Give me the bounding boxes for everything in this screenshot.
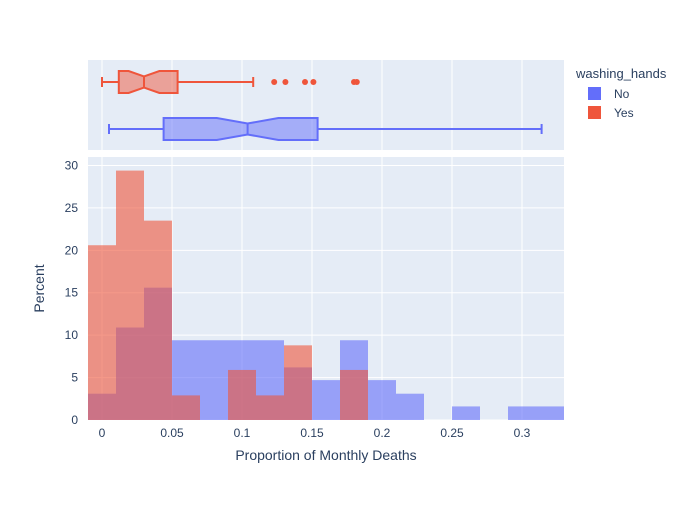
histogram-bar-yes xyxy=(172,395,200,420)
legend-label-yes: Yes xyxy=(614,106,634,120)
histogram-bar-yes xyxy=(228,369,256,420)
legend-swatch-yes xyxy=(588,106,601,119)
histogram-bar-yes xyxy=(144,220,172,420)
histogram-bar-yes xyxy=(284,345,312,420)
histogram-bar-yes xyxy=(256,395,284,420)
x-tick-label: 0.25 xyxy=(440,426,464,440)
y-tick-label: 0 xyxy=(71,413,78,427)
box-outlier-yes xyxy=(271,79,278,85)
y-tick-label: 25 xyxy=(65,201,79,215)
histogram-bar-yes xyxy=(88,245,116,420)
box-outlier-yes xyxy=(310,79,317,85)
histogram-bar-no xyxy=(536,406,564,420)
histogram-bar-no xyxy=(200,340,228,420)
histogram-bar-no xyxy=(452,406,480,420)
histogram-bar-no xyxy=(396,393,424,420)
legend-swatch-no xyxy=(588,87,601,100)
y-tick-label: 15 xyxy=(65,286,79,300)
histogram-bar-no xyxy=(508,406,536,420)
histogram-bar-no xyxy=(368,380,396,420)
x-tick-label: 0.3 xyxy=(514,426,531,440)
y-tick-label: 20 xyxy=(65,243,79,257)
x-tick-label: 0.05 xyxy=(160,426,184,440)
histogram-bar-no xyxy=(312,380,340,420)
x-tick-label: 0 xyxy=(99,426,106,440)
legend-label-no: No xyxy=(614,87,630,101)
box-body-yes xyxy=(117,70,179,94)
box-outlier-yes xyxy=(353,79,360,85)
histogram-bar-yes xyxy=(340,369,368,420)
y-axis-title: Percent xyxy=(31,264,47,312)
x-tick-label: 0.2 xyxy=(374,426,391,440)
x-axis-title: Proportion of Monthly Deaths xyxy=(235,447,416,463)
y-tick-label: 10 xyxy=(65,328,79,342)
box-outlier-yes xyxy=(302,79,308,85)
histogram-bar-yes xyxy=(116,170,144,420)
x-tick-label: 0.15 xyxy=(300,426,324,440)
x-tick-label: 0.1 xyxy=(234,426,251,440)
box-outlier-yes xyxy=(282,79,289,85)
box-body-no xyxy=(162,117,319,141)
y-tick-label: 5 xyxy=(71,371,78,385)
y-tick-label: 30 xyxy=(65,158,79,172)
legend-title: washing_hands xyxy=(575,66,667,81)
